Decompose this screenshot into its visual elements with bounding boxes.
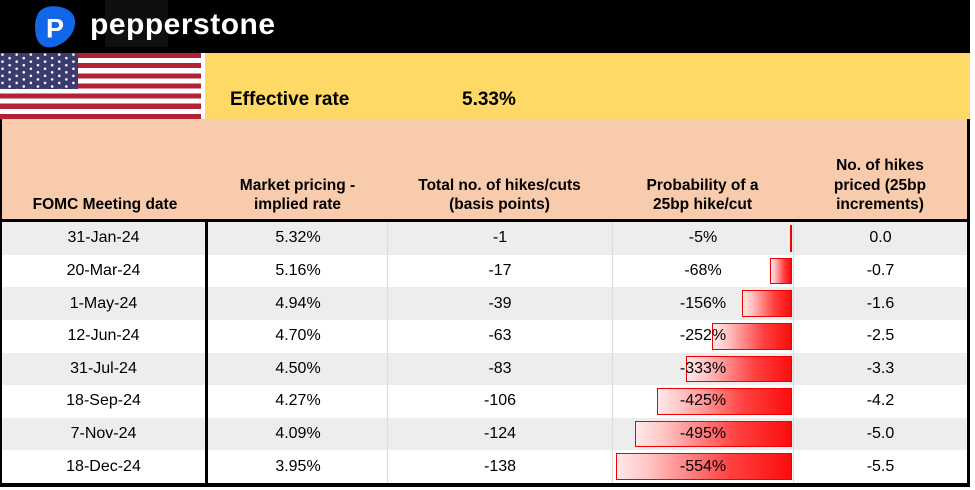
effective-rate-band: Effective rate 5.33% [205,53,970,119]
cell-total-bp: -17 [387,254,612,288]
column-divider [205,450,208,483]
cell-total-bp: -138 [387,450,612,483]
column-divider [205,222,208,255]
column-divider [205,385,208,418]
cell-meeting-date: 31-Jul-24 [70,359,137,377]
brand-name: pepperstone [90,8,276,41]
cell-hikes-priced: -1.6 [793,287,967,320]
cell-hikes-priced: -0.7 [793,254,967,288]
probability-data-bar [634,420,792,448]
cell-implied-rate: 4.27% [275,392,321,410]
column-divider [205,417,208,451]
table-row: 31-Jan-24 5.32% -1 -5% 0.0 [2,222,967,255]
cell-implied-rate: 4.50% [275,359,321,377]
us-flag-icon [0,53,201,119]
svg-text:P: P [46,13,64,43]
column-divider [205,287,208,320]
us-flag-canton [0,53,78,89]
column-header-total-bp: Total no. of hikes/cuts (basis points) [418,176,581,213]
topbar-sheen [105,0,168,47]
cell-probability: -554% [612,450,793,483]
cell-hikes-priced: -2.5 [793,319,967,353]
probability-data-bar [790,225,792,252]
cell-implied-rate: 3.95% [275,457,321,475]
table-row: 12-Jun-24 4.70% -63 -252% -2.5 [2,319,967,353]
column-header-implied-rate: Market pricing - implied rate [239,176,356,213]
cell-probability: -68% [612,254,793,288]
pepperstone-pick-icon: P [35,5,76,47]
table-header-row: FOMC Meeting date Market pricing - impli… [2,119,967,222]
cell-implied-rate: 4.94% [275,294,321,312]
cell-total-bp: -63 [387,319,612,353]
table-row: 7-Nov-24 4.09% -124 -495% -5.0 [2,417,967,451]
table-row: 1-May-24 4.94% -39 -156% -1.6 [2,287,967,320]
cell-meeting-date: 31-Jan-24 [67,229,140,247]
table-row: 18-Sep-24 4.27% -106 -425% -4.2 [2,385,967,418]
cell-hikes-priced: -4.2 [793,385,967,418]
cell-meeting-date: 20-Mar-24 [66,261,141,279]
cell-probability: -333% [612,352,793,386]
column-header-hikes-priced: No. of hikes priced (25bp increments) [833,157,927,213]
cell-meeting-date: 12-Jun-24 [67,327,140,345]
cell-meeting-date: 18-Sep-24 [66,392,141,410]
probability-data-bar [656,388,792,415]
cell-implied-rate: 4.09% [275,425,321,443]
cell-probability: -156% [612,287,793,320]
table-row: 18-Dec-24 3.95% -138 -554% -5.5 [2,450,967,483]
table-body: 31-Jan-24 5.32% -1 -5% 0.0 20-Mar-24 5.1… [2,222,967,483]
pepperstone-logo-icon: P [28,4,80,50]
cell-implied-rate: 5.16% [275,261,321,279]
cell-meeting-date: 7-Nov-24 [70,425,137,443]
table-row: 31-Jul-24 4.50% -83 -333% -3.3 [2,352,967,386]
column-header-probability: Probability of a 25bp hike/cut [646,176,759,213]
cell-probability: -252% [612,319,793,353]
column-divider [205,352,208,386]
cell-total-bp: -39 [387,287,612,320]
fomc-pricing-table: FOMC Meeting date Market pricing - impli… [0,119,970,487]
cell-hikes-priced: -3.3 [793,352,967,386]
cell-implied-rate: 5.32% [275,229,321,247]
cell-hikes-priced: -5.0 [793,417,967,451]
table-row: 20-Mar-24 5.16% -17 -68% -0.7 [2,254,967,288]
column-divider [205,319,208,353]
cell-probability: -425% [612,385,793,418]
cell-meeting-date: 18-Dec-24 [66,457,141,475]
probability-data-bar [686,355,792,383]
brand-topbar: P pepperstone [0,0,970,53]
cell-total-bp: -83 [387,352,612,386]
cell-total-bp: -124 [387,417,612,451]
effective-rate-value: 5.33% [462,89,516,110]
column-header-meeting-date: FOMC Meeting date [32,195,178,213]
cell-probability: -495% [612,417,793,451]
probability-data-bar [615,453,792,480]
cell-total-bp: -106 [387,385,612,418]
probability-data-bar [770,257,792,285]
cell-probability: -5% [612,222,793,255]
cell-implied-rate: 4.70% [275,327,321,345]
probability-data-bar [742,290,792,317]
cell-hikes-priced: 0.0 [793,222,967,255]
rate-band: Effective rate 5.33% [0,53,970,119]
column-divider [205,254,208,288]
cell-hikes-priced: -5.5 [793,450,967,483]
cell-total-bp: -1 [387,222,612,255]
effective-rate-label: Effective rate [230,89,350,110]
cell-meeting-date: 1-May-24 [69,294,138,312]
probability-data-bar [711,322,792,350]
